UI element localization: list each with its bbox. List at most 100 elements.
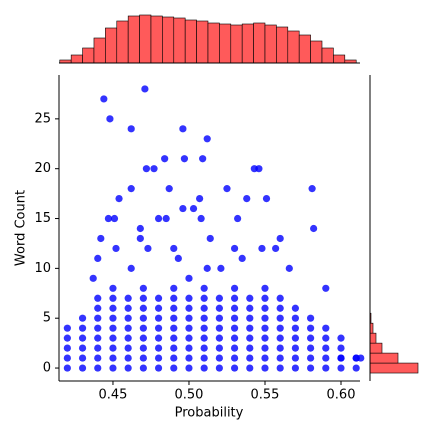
point — [306, 344, 315, 352]
point — [94, 354, 102, 362]
top-hist-bar — [70, 54, 83, 64]
point — [337, 354, 345, 362]
top-hist-bar — [276, 26, 289, 64]
point — [94, 324, 102, 332]
point — [197, 214, 205, 223]
point — [170, 344, 178, 352]
point — [291, 364, 299, 372]
point — [322, 344, 330, 352]
point — [170, 334, 178, 342]
point — [215, 324, 223, 332]
point — [170, 304, 178, 312]
point — [215, 334, 223, 342]
point — [276, 354, 284, 362]
point — [154, 314, 163, 322]
point — [185, 334, 193, 342]
point — [170, 324, 178, 332]
point — [78, 364, 87, 372]
point — [200, 334, 208, 342]
point — [200, 354, 208, 362]
point — [110, 214, 119, 223]
point — [109, 304, 117, 312]
point — [185, 294, 193, 302]
y-tick-label: 15 — [34, 211, 51, 226]
point — [185, 344, 193, 352]
point — [203, 264, 211, 272]
top-hist-bar — [150, 15, 163, 64]
point — [139, 354, 147, 362]
point — [189, 204, 198, 213]
point — [180, 155, 189, 163]
top-hist-bar — [82, 47, 95, 64]
point — [78, 334, 87, 342]
point — [306, 314, 315, 322]
point — [154, 294, 163, 302]
point — [78, 314, 87, 322]
point — [306, 324, 315, 332]
point — [78, 324, 87, 332]
point — [196, 194, 204, 203]
point — [322, 354, 330, 362]
y-tick-label: 20 — [34, 161, 51, 176]
right-hist-bar — [369, 332, 377, 344]
point — [109, 344, 117, 352]
point — [230, 334, 239, 342]
point — [154, 334, 163, 342]
point — [185, 304, 193, 312]
point — [144, 244, 152, 253]
point — [63, 344, 71, 352]
point — [337, 334, 345, 342]
point — [261, 354, 269, 362]
point — [246, 294, 254, 302]
point — [200, 304, 208, 312]
top-hist-bar — [105, 27, 118, 64]
top-hist-bar — [264, 24, 277, 64]
point — [154, 344, 163, 352]
point — [124, 344, 132, 352]
point — [276, 334, 284, 342]
point — [139, 314, 147, 322]
point — [291, 304, 299, 312]
point — [127, 264, 135, 272]
point — [215, 354, 223, 362]
y-tick-label: 25 — [34, 111, 51, 126]
point — [170, 244, 178, 253]
point — [243, 194, 251, 203]
point — [246, 344, 254, 352]
point — [94, 314, 102, 322]
point — [170, 354, 178, 362]
y-tick-label: 5 — [43, 311, 51, 326]
right-hist-bar — [369, 362, 419, 374]
top-hist-bar — [127, 15, 140, 64]
point — [179, 125, 187, 133]
point — [357, 354, 365, 362]
point — [139, 304, 147, 312]
point — [217, 264, 225, 272]
top-hist-bar — [241, 23, 254, 64]
top-hist-bar — [116, 20, 129, 64]
point — [170, 294, 178, 302]
point — [200, 364, 208, 372]
point — [139, 294, 147, 302]
point — [124, 294, 132, 302]
point — [230, 244, 239, 253]
point — [200, 344, 208, 352]
point — [179, 204, 187, 213]
point — [94, 344, 102, 352]
point — [154, 364, 163, 372]
point — [261, 294, 269, 302]
point — [170, 284, 178, 292]
point — [150, 165, 158, 173]
point — [306, 364, 315, 372]
right-hist-bar — [369, 342, 383, 354]
point — [106, 115, 114, 123]
top-hist-bar — [333, 54, 346, 64]
top-hist-bar — [184, 19, 197, 64]
point — [94, 364, 102, 372]
point — [246, 334, 254, 342]
point — [246, 304, 254, 312]
point — [154, 324, 163, 332]
point — [246, 354, 254, 362]
point — [109, 294, 117, 302]
point — [255, 165, 263, 173]
